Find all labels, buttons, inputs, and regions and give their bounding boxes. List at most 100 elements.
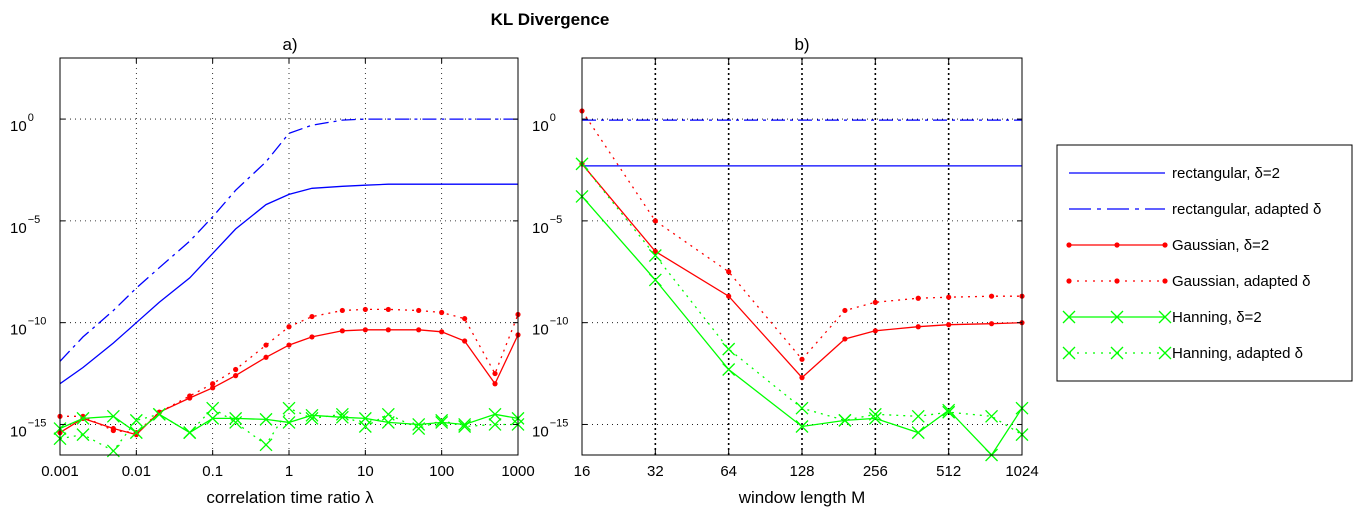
data-point <box>358 420 372 433</box>
data-point <box>915 295 921 301</box>
y-tick-label: 10−10 <box>10 316 46 339</box>
x-tick-label: 10 <box>357 463 374 480</box>
y-tick-label: 100 <box>10 112 34 135</box>
legend-label: Hanning, adapted δ <box>1172 345 1303 362</box>
series-line <box>581 163 1023 379</box>
data-point <box>339 328 345 334</box>
data-point <box>282 401 296 415</box>
data-point <box>339 307 345 314</box>
x-tick-label: 1024 <box>1005 463 1038 480</box>
data-point <box>435 415 449 429</box>
data-point <box>76 428 90 442</box>
data-point <box>648 273 662 287</box>
data-point <box>462 315 468 322</box>
panel-a-title: a) <box>282 35 297 54</box>
legend-marker <box>1110 346 1124 360</box>
y-tick-label: 10−5 <box>532 214 562 237</box>
data-point <box>492 370 498 377</box>
y-tick-label: 10−15 <box>10 417 46 440</box>
series-a-4 <box>53 407 525 440</box>
data-point <box>362 327 368 333</box>
data-point <box>911 426 925 440</box>
legend-marker <box>1062 310 1076 324</box>
data-point <box>416 307 422 314</box>
data-point <box>259 438 273 452</box>
y-tick-label: 10−5 <box>10 214 40 237</box>
legend-marker <box>1114 278 1120 284</box>
data-point <box>915 324 921 330</box>
data-point <box>206 401 220 415</box>
legend-entry: Gaussian, δ=2 <box>1066 237 1269 254</box>
y-tick-label: 10−15 <box>532 417 568 440</box>
y-tick-label: 10−10 <box>532 316 568 339</box>
y-tick-label: 100 <box>532 112 556 135</box>
series-a-5 <box>53 401 525 458</box>
series-line <box>581 163 1023 436</box>
series-line <box>59 118 518 362</box>
x-tick-label: 1000 <box>501 463 534 480</box>
data-point <box>76 411 90 425</box>
data-point <box>412 422 426 435</box>
data-point <box>305 408 319 422</box>
data-point <box>868 411 882 425</box>
data-point <box>110 427 116 434</box>
panel-a: a) 0.001 0.01 0.1 1 10 100 1000 100 10−5 10−10 10−… <box>10 35 535 507</box>
x-tick-label: 64 <box>720 463 737 480</box>
data-point <box>152 407 166 421</box>
data-point <box>282 415 296 429</box>
data-point <box>309 313 315 320</box>
data-point <box>462 338 468 344</box>
x-tick-label: 0.1 <box>202 463 223 480</box>
x-tick-label: 0.01 <box>122 463 151 480</box>
x-tick-label: 512 <box>936 463 961 480</box>
legend-marker <box>1110 310 1124 324</box>
legend-entry: rectangular, adapted δ <box>1069 201 1321 218</box>
panel-a-xlabel: correlation time ratio λ <box>206 488 374 507</box>
data-point <box>229 415 243 429</box>
data-point <box>722 363 736 376</box>
legend-box <box>1056 144 1353 382</box>
x-tick-label: 1 <box>285 463 293 480</box>
data-point <box>872 328 878 334</box>
data-point <box>795 420 809 433</box>
data-point <box>385 327 391 333</box>
data-point <box>286 342 292 348</box>
data-point <box>435 413 449 427</box>
data-point <box>286 324 292 330</box>
legend-label: rectangular, adapted δ <box>1172 201 1321 218</box>
data-point <box>799 356 805 362</box>
data-point <box>988 293 995 299</box>
data-point <box>106 409 120 423</box>
legend-entry: Hanning, δ=2 <box>1062 309 1262 326</box>
data-point <box>842 336 848 342</box>
figure-title: KL Divergence <box>491 10 610 29</box>
data-point <box>381 407 395 421</box>
data-point <box>309 334 315 340</box>
data-point <box>206 411 220 425</box>
data-point <box>233 366 239 373</box>
legend-marker <box>1114 242 1120 248</box>
legend-marker <box>1162 242 1168 248</box>
legend-marker <box>1066 278 1072 284</box>
series-a-0 <box>59 183 518 385</box>
x-tick-label: 100 <box>429 463 454 480</box>
legend-entry: rectangular, δ=2 <box>1069 165 1280 182</box>
data-point <box>385 306 391 313</box>
data-point <box>362 306 368 313</box>
data-point <box>842 307 848 314</box>
data-point <box>129 426 143 440</box>
data-point <box>488 418 502 431</box>
data-point <box>210 385 216 391</box>
legend-label: Gaussian, adapted δ <box>1172 273 1310 290</box>
data-point <box>183 426 197 440</box>
data-point <box>458 418 472 431</box>
data-point <box>911 409 925 423</box>
legend-label: Gaussian, δ=2 <box>1172 237 1269 254</box>
data-point <box>210 381 216 387</box>
data-point <box>488 407 502 421</box>
legend-marker <box>1162 278 1168 284</box>
data-point <box>799 375 805 381</box>
legend-marker <box>1062 346 1076 360</box>
legend: rectangular, δ=2 rectangular, adapted δ Ga… <box>1056 144 1353 382</box>
